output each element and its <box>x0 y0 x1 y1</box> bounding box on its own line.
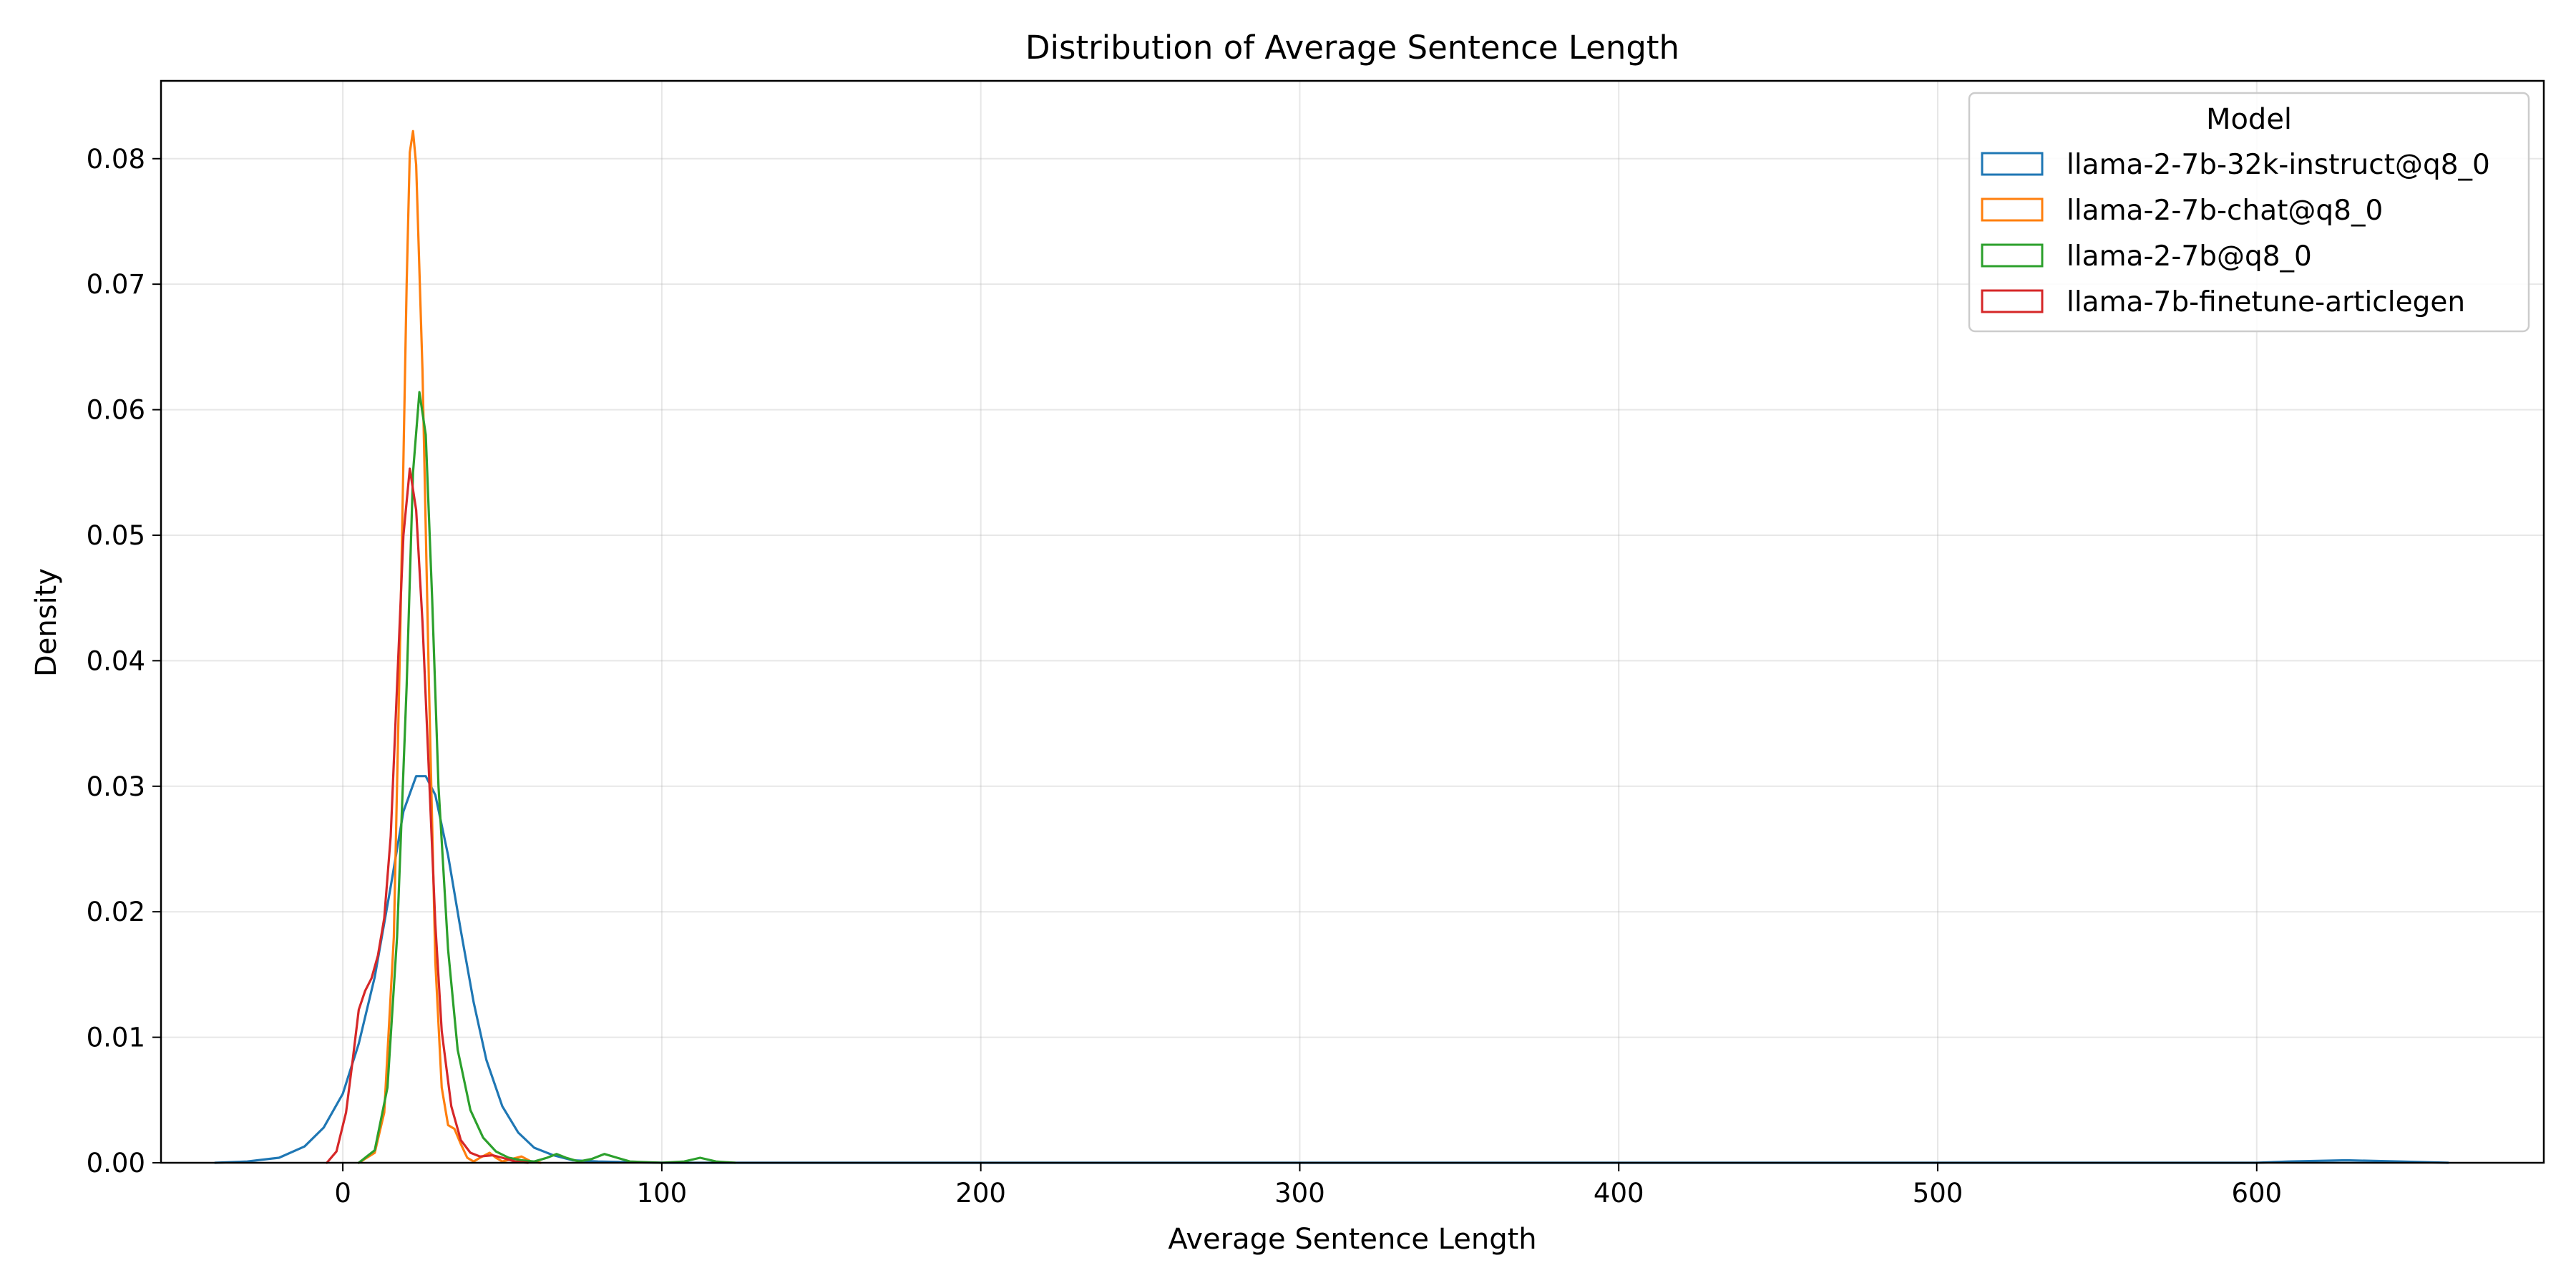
series-line-3 <box>357 391 737 1164</box>
y-tick-label: 0.05 <box>87 520 145 551</box>
x-axis-label: Average Sentence Length <box>1168 1223 1536 1256</box>
y-axis: 0.00 0.01 0.02 0.03 0.04 0.05 0.06 0.07 0.08 <box>87 144 161 1179</box>
y-tick-label: 0.04 <box>87 645 145 676</box>
x-tick-label: 0 <box>334 1178 351 1209</box>
y-tick-label: 0.07 <box>87 269 145 300</box>
legend-title: Model <box>2206 103 2292 136</box>
x-tick-label: 100 <box>637 1178 688 1209</box>
y-tick-label: 0.03 <box>87 771 145 802</box>
legend-swatch <box>1981 197 2044 222</box>
x-tick-label: 300 <box>1274 1178 1325 1209</box>
legend-label: llama-7b-finetune-articlegen <box>2067 286 2465 318</box>
y-tick-label: 0.08 <box>87 144 145 175</box>
legend-swatch <box>1981 289 2044 313</box>
legend-frame <box>1968 92 2530 333</box>
legend: Model llama-2-7b-32k-instruct@q8_0llama-… <box>1968 92 2530 333</box>
x-axis: 0 100 200 300 400 500 600 <box>334 1163 2282 1209</box>
legend-label: llama-2-7b@q8_0 <box>2067 240 2312 273</box>
legend-label: llama-2-7b-32k-instruct@q8_0 <box>2067 149 2490 181</box>
chart-title: Distribution of Average Sentence Length <box>1025 29 1679 67</box>
legend-swatch <box>1981 243 2044 268</box>
y-tick-label: 0.00 <box>87 1148 145 1179</box>
legend-items: llama-2-7b-32k-instruct@q8_0 llama-2-7b-c… <box>1981 149 2490 318</box>
y-tick-label: 0.02 <box>87 897 145 927</box>
y-axis-label: Density <box>30 568 63 677</box>
y-tick-label: 0.01 <box>87 1023 145 1053</box>
series-line-4 <box>326 467 530 1164</box>
y-tick-label: 0.06 <box>87 395 145 426</box>
x-tick-label: 500 <box>1913 1178 1963 1209</box>
x-tick-label: 200 <box>955 1178 1006 1209</box>
legend-label: llama-2-7b-chat@q8_0 <box>2067 195 2383 227</box>
legend-swatch <box>1981 152 2044 176</box>
x-tick-label: 600 <box>2231 1178 2282 1209</box>
axes-frame <box>160 79 2545 1164</box>
x-tick-label: 400 <box>1594 1178 1644 1209</box>
